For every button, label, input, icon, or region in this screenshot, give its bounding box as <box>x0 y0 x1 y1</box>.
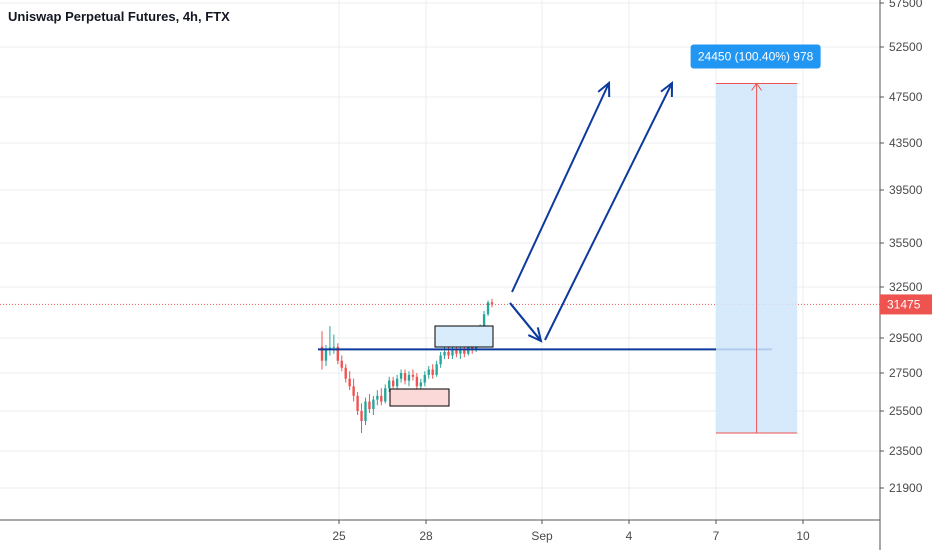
time-tick-label: 28 <box>419 529 433 543</box>
time-tick-label: Sep <box>531 529 553 543</box>
price-tick-label: 23500 <box>889 444 923 458</box>
time-tick-label: 7 <box>713 529 720 543</box>
chart-title: Uniswap Perpetual Futures, 4h, FTX <box>8 9 230 24</box>
candle-body <box>380 395 383 402</box>
candle-body <box>356 395 359 411</box>
price-tick-label: 47500 <box>889 90 923 104</box>
price-tick-label: 52500 <box>889 40 923 54</box>
projection-arrow-1 <box>511 82 610 293</box>
price-tick-label: 27500 <box>889 366 923 380</box>
time-tick-label: 25 <box>332 529 346 543</box>
pullback-arrow-head <box>527 327 543 343</box>
candle-body <box>411 374 415 377</box>
price-tick-label: 29500 <box>889 331 923 345</box>
candlestick-series <box>320 298 494 433</box>
candle-body <box>328 347 332 349</box>
drawing-annotations: 24450 (100.40%) 978 <box>0 44 880 434</box>
projection-arrow-1-head <box>597 80 611 98</box>
candle-body <box>482 314 486 328</box>
candle-body <box>344 367 347 379</box>
breakout-zone-box <box>434 325 494 348</box>
candle-body <box>360 411 363 421</box>
candle-body <box>490 302 494 305</box>
measure-label-box <box>690 44 821 69</box>
candle-body <box>348 378 351 387</box>
price-tick-label: 43500 <box>889 136 923 150</box>
candle-body <box>332 346 336 348</box>
current-price-label: 31475 <box>887 297 921 311</box>
candle-body <box>439 355 442 365</box>
candle-body <box>459 348 462 354</box>
candle-body <box>352 386 355 396</box>
candle-body <box>336 346 339 361</box>
candle-body <box>423 374 426 383</box>
projection-arrow-2 <box>544 82 673 341</box>
candle-body <box>455 350 458 354</box>
time-tick-label: 4 <box>626 529 633 543</box>
candle-body <box>415 376 419 387</box>
candle-body <box>320 346 324 361</box>
candle-body <box>463 348 466 354</box>
candle-body <box>447 352 450 356</box>
candle-body <box>368 401 371 410</box>
candle-body <box>372 399 375 410</box>
measure-label-text: 24450 (100.40%) 978 <box>698 50 814 64</box>
candle-body <box>388 380 391 389</box>
time-axis[interactable]: 25 28 Sep 4 7 10 <box>0 519 880 543</box>
price-tick-label: 35500 <box>889 236 923 250</box>
current-price-tag <box>880 294 932 315</box>
time-tick-label: 10 <box>796 529 810 543</box>
candle-body <box>486 302 490 315</box>
candle-body <box>399 373 403 379</box>
candle-body <box>419 382 423 387</box>
price-axis[interactable]: 57500 52500 47500 43500 39500 35500 32500 29500… <box>879 0 932 550</box>
candle-body <box>407 374 411 381</box>
price-tick-label: 25500 <box>889 404 923 418</box>
candle-body <box>364 401 367 421</box>
candle-body <box>451 350 454 356</box>
candle-body <box>376 395 379 400</box>
candle-body <box>435 364 438 375</box>
candle-body <box>443 352 446 356</box>
candle-body <box>431 369 434 375</box>
price-tick-label: 21900 <box>889 481 923 495</box>
price-tick-label: 57500 <box>889 0 923 10</box>
candle-body <box>324 348 328 361</box>
projection-arrow-2-head <box>660 80 674 98</box>
pullback-arrow <box>509 302 542 342</box>
candle-body <box>384 388 387 402</box>
candle-body <box>403 373 407 381</box>
chart-grid <box>0 0 880 520</box>
candle-body <box>391 380 395 387</box>
demand-zone-box <box>389 388 450 407</box>
measure-arrowhead <box>751 82 763 91</box>
candle-body <box>427 369 430 375</box>
price-tick-label: 39500 <box>889 183 923 197</box>
candle-body <box>395 378 399 387</box>
candle-body <box>340 360 343 368</box>
price-tick-label: 32500 <box>889 280 923 294</box>
